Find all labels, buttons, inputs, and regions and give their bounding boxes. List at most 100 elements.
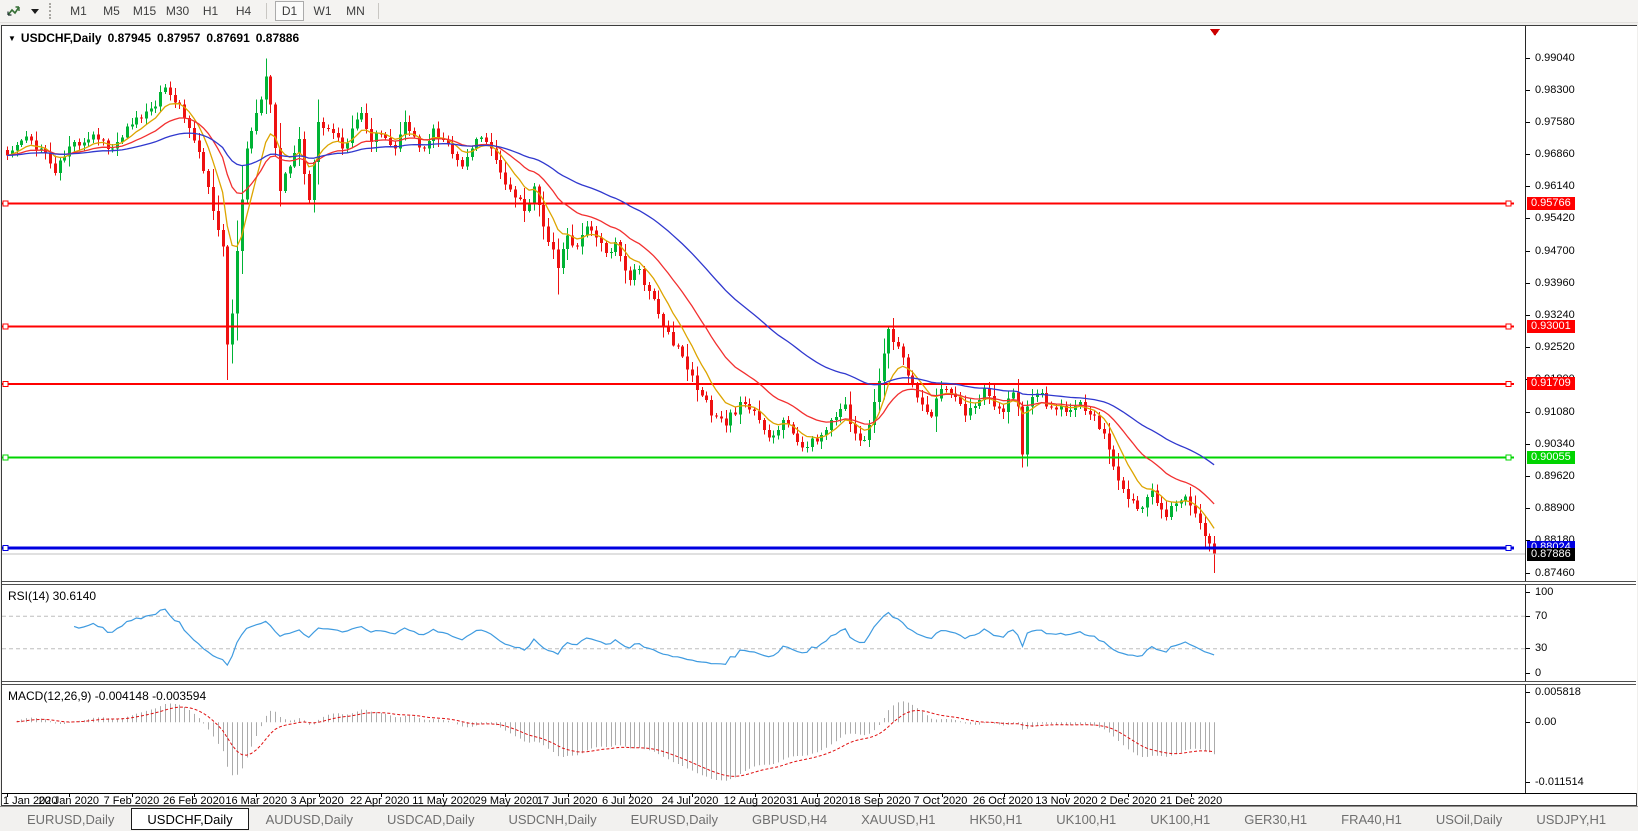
tab-audusd-daily[interactable]: AUDUSD,Daily bbox=[265, 811, 354, 827]
line-handle[interactable] bbox=[2, 544, 9, 551]
line-handle[interactable] bbox=[1505, 200, 1512, 207]
tab-usdjpy-h1[interactable]: USDJPY,H1 bbox=[1536, 811, 1607, 827]
quote-close: 0.87886 bbox=[255, 31, 300, 45]
date-label: 21 Dec 2020 bbox=[1159, 795, 1223, 807]
toolbar-separator bbox=[378, 3, 379, 19]
price-tick-label: 0.92520 bbox=[1535, 341, 1575, 354]
collapse-triangle-icon: ▼ bbox=[8, 34, 16, 43]
date-label: 29 May 2020 bbox=[474, 795, 539, 807]
date-tick-mark bbox=[754, 794, 756, 797]
date-tick-mark bbox=[567, 794, 569, 797]
line-handle[interactable] bbox=[2, 200, 9, 207]
timeframe-button-m1[interactable]: M1 bbox=[70, 4, 87, 18]
current-price-flag: 0.87886 bbox=[1527, 548, 1575, 562]
chart-shift-marker-icon[interactable] bbox=[1210, 29, 1220, 36]
toolbar: M1 M5 M15 M30 H1 H4 D1 W1 MN bbox=[0, 0, 1638, 23]
chart-title: ▼ USDCHF,Daily 0.87945 0.87957 0.87691 0.8788… bbox=[8, 31, 299, 45]
line-handle[interactable] bbox=[2, 381, 9, 388]
line-handle[interactable] bbox=[2, 323, 9, 330]
moving-average-line bbox=[6, 103, 1215, 529]
line-handle[interactable] bbox=[1505, 323, 1512, 330]
tab-hk50-h1[interactable]: HK50,H1 bbox=[969, 811, 1023, 827]
toolbar-grip[interactable] bbox=[49, 3, 53, 19]
rsi-tick-label: 70 bbox=[1535, 609, 1548, 622]
price-tick-label: 0.94700 bbox=[1535, 244, 1575, 257]
pane-splitter[interactable] bbox=[2, 681, 1636, 685]
tab-uk100-h1[interactable]: UK100,H1 bbox=[1056, 811, 1117, 827]
date-label: 3 Apr 2020 bbox=[290, 795, 344, 807]
axis-tick-mark bbox=[1526, 186, 1530, 188]
date-tick-mark bbox=[941, 794, 943, 797]
axis-tick-mark bbox=[1526, 691, 1530, 693]
tab-eurusd-daily[interactable]: EURUSD,Daily bbox=[630, 811, 718, 827]
price-chart-pane[interactable]: ▼ USDCHF,Daily 0.87945 0.87957 0.87691 0.8788… bbox=[2, 26, 1525, 581]
date-tick-mark bbox=[1003, 794, 1005, 797]
axis-tick-mark bbox=[1526, 411, 1530, 413]
date-label: 1 Jan 2020 bbox=[3, 795, 58, 807]
axis-tick-mark bbox=[1526, 90, 1530, 92]
timeframe-button-m15[interactable]: M15 bbox=[132, 4, 157, 18]
price-tick-label: 0.98300 bbox=[1535, 84, 1575, 97]
macd-pane[interactable]: MACD(12,26,9) -0.004148 -0.003594 bbox=[2, 685, 1525, 793]
line-handle[interactable] bbox=[1505, 381, 1512, 388]
axis-tick-mark bbox=[1526, 444, 1530, 446]
rsi-tick-label: 100 bbox=[1535, 585, 1554, 598]
date-tick-mark bbox=[630, 794, 631, 797]
axis-tick-mark bbox=[1526, 572, 1530, 574]
timeframe-button-h4[interactable]: H4 bbox=[235, 4, 252, 18]
tab-uk100-h1[interactable]: UK100,H1 bbox=[1150, 811, 1211, 827]
axis-tick-mark bbox=[1526, 315, 1530, 317]
timeframe-button-m30[interactable]: M30 bbox=[165, 4, 190, 18]
price-tick-label: 0.93960 bbox=[1535, 277, 1575, 290]
date-tick-mark bbox=[380, 794, 382, 797]
line-handle[interactable] bbox=[1505, 544, 1512, 551]
price-tick-label: 0.88900 bbox=[1535, 502, 1575, 515]
date-tick-mark bbox=[69, 794, 71, 797]
tab-usdcad-daily[interactable]: USDCAD,Daily bbox=[387, 811, 475, 827]
price-tick-label: 0.95420 bbox=[1535, 212, 1575, 225]
chart-cursor-tool-button[interactable] bbox=[3, 1, 25, 21]
pane-splitter[interactable] bbox=[2, 581, 1636, 585]
tab-dj30-daily[interactable]: DJ30,Daily bbox=[1623, 807, 1638, 831]
date-tick-mark bbox=[879, 794, 881, 797]
rsi-pane[interactable]: RSI(14) 30.6140 bbox=[2, 585, 1525, 681]
tab-usdcnh-daily[interactable]: USDCNH,Daily bbox=[508, 811, 597, 827]
date-axis[interactable]: 1 Jan 2020 20 Jan 2020 7 Feb 2020 26 Feb 20… bbox=[2, 793, 1636, 807]
timeframe-button-h1[interactable]: H1 bbox=[202, 4, 219, 18]
tab-fra40-h1[interactable]: FRA40,H1 bbox=[1341, 811, 1402, 827]
line-handle[interactable] bbox=[1505, 454, 1512, 461]
tab-usoil-daily[interactable]: USOil,Daily bbox=[1435, 811, 1503, 827]
date-label: 11 May 2020 bbox=[412, 795, 476, 807]
tab-ger30-h1[interactable]: GER30,H1 bbox=[1244, 811, 1308, 827]
timeframe-button-w1[interactable]: W1 bbox=[313, 4, 332, 18]
candlesticks bbox=[6, 58, 1216, 573]
price-tick-label: 0.91080 bbox=[1535, 405, 1575, 418]
line-handle[interactable] bbox=[2, 454, 9, 461]
price-tick-label: 0.93240 bbox=[1535, 309, 1575, 322]
chart-cursor-icon bbox=[7, 6, 20, 16]
tool-dropdown-button[interactable] bbox=[28, 1, 42, 21]
tab-usdchf-daily[interactable]: USDCHF,Daily bbox=[131, 808, 249, 830]
quote-high: 0.87957 bbox=[157, 31, 201, 45]
axis-tick-mark bbox=[1526, 122, 1530, 124]
quote-open: 0.87945 bbox=[107, 31, 151, 45]
rsi-canvas[interactable] bbox=[2, 585, 1525, 681]
price-chart-canvas[interactable] bbox=[2, 26, 1525, 581]
date-tick-mark bbox=[256, 794, 258, 797]
moving-average-line bbox=[6, 117, 1215, 505]
date-label: 17 Jun 2020 bbox=[536, 795, 598, 807]
tab-xauusd-h1[interactable]: XAUUSD,H1 bbox=[861, 811, 936, 827]
macd-signal-line bbox=[16, 706, 1215, 777]
date-label: 7 Feb 2020 bbox=[103, 795, 160, 807]
price-axis[interactable]: 0.99040 0.98300 0.97580 0.96860 0.96140 0.954… bbox=[1525, 26, 1637, 793]
date-tick-mark bbox=[1066, 794, 1068, 797]
axis-tick-mark bbox=[1526, 781, 1530, 783]
tab-eurusd-daily[interactable]: EURUSD,Daily bbox=[27, 811, 115, 827]
tab-gbpusd-h4[interactable]: GBPUSD,H4 bbox=[751, 811, 828, 827]
date-tick-mark bbox=[131, 794, 133, 797]
timeframe-button-m5[interactable]: M5 bbox=[103, 4, 120, 18]
date-tick-mark bbox=[7, 794, 8, 797]
timeframe-button-d1[interactable]: D1 bbox=[275, 1, 304, 21]
timeframe-button-mn[interactable]: MN bbox=[346, 4, 365, 18]
macd-canvas[interactable] bbox=[2, 685, 1525, 793]
